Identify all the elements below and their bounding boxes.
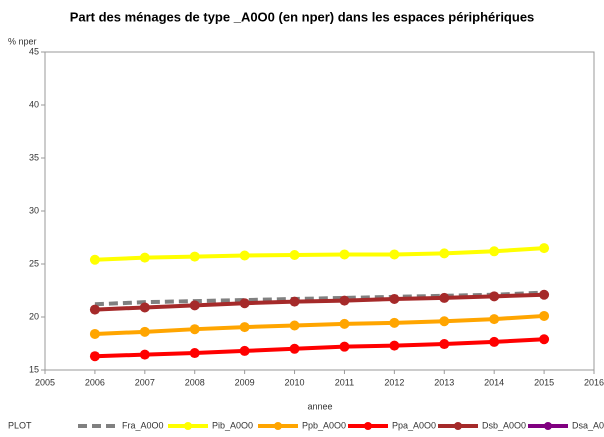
point: [439, 316, 450, 327]
point: [539, 310, 550, 321]
x-tick-label: 2010: [285, 377, 305, 387]
x-tick-label: 2006: [85, 377, 105, 387]
point: [89, 304, 100, 315]
point: [489, 336, 500, 347]
point: [139, 252, 150, 263]
point: [439, 339, 450, 350]
point: [389, 293, 400, 304]
legend-label: Dsb_A0O0: [482, 420, 526, 430]
y-tick-label: 45: [29, 46, 39, 56]
point: [239, 250, 250, 261]
legend-label: Pib_A0O0: [212, 420, 253, 430]
legend-label: Ppb_A0O0: [302, 420, 346, 430]
point: [489, 291, 500, 302]
y-tick-label: 20: [29, 311, 39, 321]
x-tick-label: 2005: [35, 377, 55, 387]
legend-marker: [454, 422, 462, 430]
x-axis-label: annee: [307, 401, 332, 411]
point: [189, 324, 200, 335]
point: [289, 296, 300, 307]
point: [339, 341, 350, 352]
y-tick-label: 30: [29, 205, 39, 215]
point: [339, 295, 350, 306]
point: [139, 349, 150, 360]
x-tick-label: 2011: [335, 377, 354, 387]
point: [489, 314, 500, 325]
point: [439, 292, 450, 303]
y-tick-label: 35: [29, 152, 39, 162]
x-tick-label: 2015: [534, 377, 554, 387]
point: [289, 249, 300, 260]
point: [89, 351, 100, 362]
legend-label: Ppa_A0O0: [392, 420, 436, 430]
point: [239, 345, 250, 356]
point: [339, 318, 350, 329]
point: [389, 249, 400, 260]
legend-label: Fra_A0O0: [122, 420, 164, 430]
point: [189, 251, 200, 262]
point: [289, 320, 300, 331]
y-tick-label: 40: [29, 99, 39, 109]
x-tick-label: 2012: [384, 377, 404, 387]
point: [289, 343, 300, 354]
legend-marker: [184, 422, 192, 430]
point: [189, 348, 200, 359]
legend-marker: [274, 422, 282, 430]
y-tick-label: 25: [29, 258, 39, 268]
point: [539, 334, 550, 345]
point: [139, 302, 150, 313]
x-tick-label: 2009: [235, 377, 255, 387]
point: [89, 328, 100, 339]
legend-label: Dsa_A0O0: [572, 420, 604, 430]
point: [339, 249, 350, 260]
point: [389, 317, 400, 328]
point: [489, 246, 500, 257]
point: [139, 326, 150, 337]
series-line: [94, 290, 545, 307]
point: [189, 300, 200, 311]
x-tick-label: 2007: [135, 377, 155, 387]
x-tick-label: 2008: [185, 377, 205, 387]
x-tick-label: 2014: [484, 377, 504, 387]
point: [539, 243, 550, 254]
point: [389, 340, 400, 351]
x-tick-label: 2016: [584, 377, 604, 387]
x-tick-label: 2013: [434, 377, 454, 387]
chart-title: Part des ménages de type _A0O0 (en nper)…: [70, 9, 535, 24]
legend-marker: [364, 422, 372, 430]
series-line: [94, 292, 545, 312]
legend-marker: [544, 422, 552, 430]
point: [239, 298, 250, 309]
series-line: [94, 337, 545, 359]
point: [439, 248, 450, 259]
y-axis-label: % nper: [8, 36, 37, 46]
point: [539, 289, 550, 300]
y-tick-label: 15: [29, 364, 39, 374]
point: [89, 254, 100, 265]
series-line: [94, 313, 545, 336]
series-line: [94, 246, 545, 262]
plot-frame: [44, 51, 595, 371]
legend-title: PLOT: [8, 420, 32, 430]
point: [239, 322, 250, 333]
